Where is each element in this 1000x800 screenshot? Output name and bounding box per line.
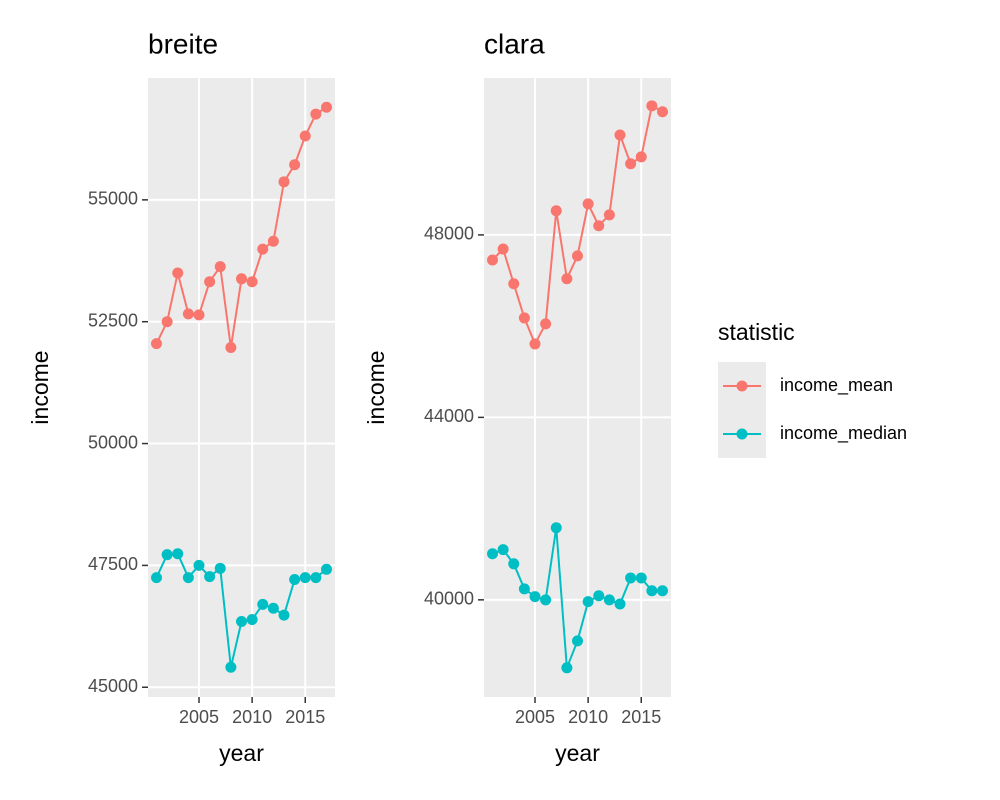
data-point (214, 261, 226, 273)
legend-point (736, 380, 748, 392)
y-tick-label: 47500 (88, 554, 138, 574)
data-point (603, 594, 615, 606)
data-point (561, 273, 573, 285)
data-point (278, 176, 290, 188)
y-axis-label: income (27, 350, 53, 424)
panel-title: breite (148, 28, 218, 59)
data-point (289, 159, 301, 171)
data-point (225, 661, 237, 673)
data-point (572, 635, 583, 647)
data-point (321, 563, 332, 575)
data-point (321, 101, 332, 113)
y-tick-label: 40000 (424, 589, 474, 609)
legend-point (736, 428, 748, 440)
panel-background (148, 78, 335, 697)
legend-label: income_median (780, 423, 907, 444)
y-tick-label: 48000 (424, 224, 474, 244)
data-point (246, 614, 258, 626)
panel-title: clara (484, 28, 545, 59)
data-point (529, 591, 541, 603)
x-tick-label: 2010 (232, 707, 272, 727)
panel-background (484, 78, 671, 697)
x-tick-label: 2005 (179, 707, 219, 727)
x-tick-label: 2015 (621, 707, 661, 727)
data-point (561, 662, 573, 674)
data-point (236, 273, 247, 285)
data-point (657, 106, 668, 118)
data-point (161, 549, 173, 561)
data-point (625, 158, 637, 170)
legend-title: statistic (718, 319, 795, 345)
data-point (540, 318, 552, 330)
data-point (151, 338, 162, 350)
data-point (518, 583, 530, 595)
y-tick-label: 55000 (88, 189, 138, 209)
data-point (299, 572, 311, 584)
data-point (161, 316, 173, 328)
y-tick-label: 50000 (88, 432, 138, 452)
data-point (550, 522, 562, 534)
data-point (204, 571, 216, 583)
data-point (172, 548, 184, 560)
data-point (278, 609, 290, 621)
data-point (625, 572, 637, 584)
data-point (236, 615, 247, 627)
data-point (204, 276, 216, 288)
data-point (635, 572, 647, 584)
x-axis-label: year (555, 740, 600, 766)
data-point (635, 151, 647, 163)
data-point (214, 562, 226, 574)
data-point (257, 598, 269, 610)
data-point (582, 198, 594, 210)
data-point (497, 243, 509, 255)
legend-label: income_mean (780, 375, 893, 396)
x-tick-label: 2005 (515, 707, 555, 727)
data-point (289, 574, 301, 586)
y-tick-label: 45000 (88, 676, 138, 696)
data-point (614, 129, 626, 141)
data-point (550, 205, 562, 217)
data-point (508, 558, 520, 570)
data-point (257, 243, 269, 255)
y-axis-label: income (363, 350, 389, 424)
data-point (518, 312, 530, 324)
data-point (603, 209, 615, 221)
data-point (572, 250, 583, 262)
data-point (593, 590, 605, 602)
data-point (593, 220, 605, 232)
data-point (151, 572, 162, 584)
data-point (299, 130, 311, 142)
y-tick-label: 52500 (88, 310, 138, 330)
data-point (267, 602, 279, 614)
data-point (487, 548, 498, 560)
data-point (582, 596, 594, 608)
data-point (646, 585, 658, 597)
data-point (614, 598, 626, 610)
data-point (267, 235, 279, 247)
data-point (497, 544, 509, 556)
data-point (246, 276, 258, 288)
data-point (172, 267, 184, 279)
y-tick-label: 44000 (424, 406, 474, 426)
x-tick-label: 2010 (568, 707, 608, 727)
x-axis-label: year (219, 740, 264, 766)
data-point (310, 572, 322, 584)
data-point (540, 594, 552, 606)
data-point (508, 278, 520, 290)
data-point (182, 308, 194, 320)
x-tick-label: 2015 (285, 707, 325, 727)
data-point (646, 100, 658, 112)
data-point (225, 342, 237, 354)
data-point (182, 572, 194, 584)
data-point (193, 559, 205, 571)
data-point (657, 585, 668, 597)
data-point (310, 108, 322, 120)
data-point (529, 338, 541, 350)
data-point (487, 254, 498, 266)
data-point (193, 309, 205, 321)
